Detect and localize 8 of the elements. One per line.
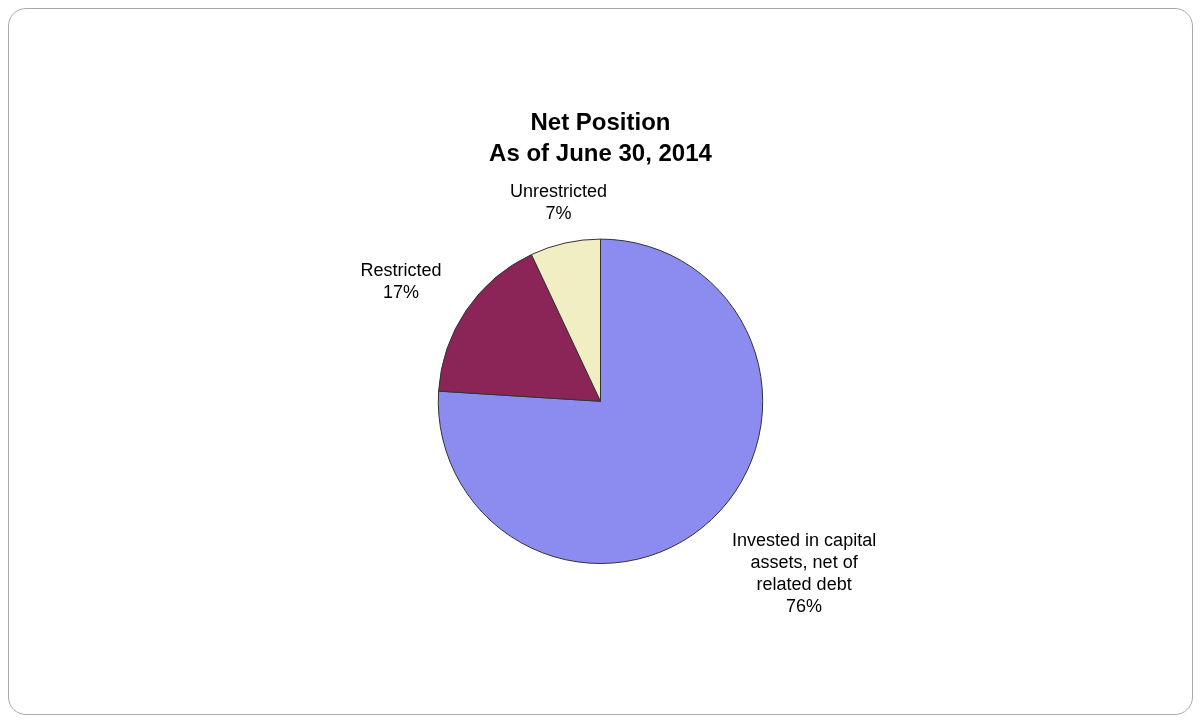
data-label: 76% bbox=[786, 596, 823, 617]
slice-label: Unrestricted bbox=[510, 180, 608, 201]
chart-title: Net Position bbox=[530, 108, 671, 136]
chart-subtitle: As of June 30, 2014 bbox=[489, 138, 713, 166]
slice-label: Invested in capital assets, net of related debt bbox=[732, 530, 877, 595]
data-label: 7% bbox=[545, 202, 572, 223]
slice-label: Restricted bbox=[360, 260, 442, 281]
data-label: 17% bbox=[383, 282, 420, 303]
